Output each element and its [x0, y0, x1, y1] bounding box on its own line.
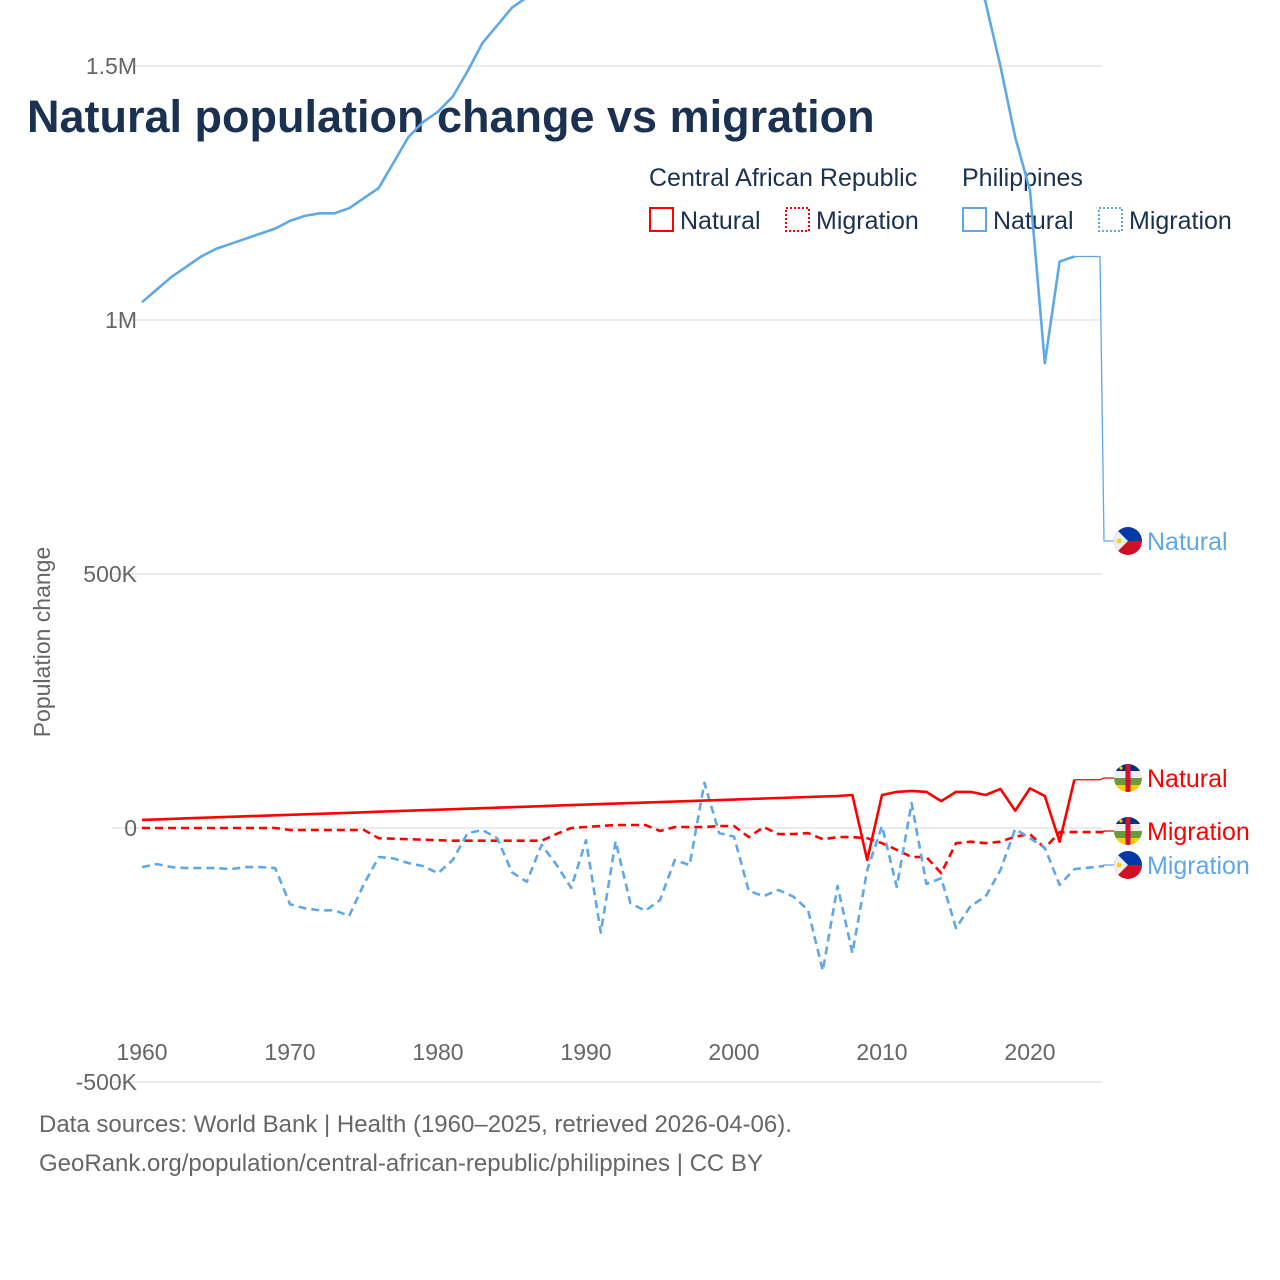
x-tick-label: 1980 — [412, 1039, 463, 1065]
leader-line — [1103, 830, 1114, 833]
series-line-ph-migration — [141, 781, 1105, 973]
y-tick-label: 1M — [105, 307, 137, 333]
legend-label-car-migration: Migration — [816, 207, 919, 235]
series-lines — [141, 0, 1105, 973]
y-tick-label: 0 — [124, 815, 137, 841]
leader-line — [1074, 255, 1114, 542]
source-line-2[interactable]: GeoRank.org/population/central-african-r… — [39, 1150, 763, 1177]
x-tick-label: 1960 — [116, 1039, 167, 1065]
source-line-1: Data sources: World Bank | Health (1960–… — [39, 1111, 792, 1138]
y-tick-label: 1.5M — [86, 53, 137, 79]
end-label-ph-natural: Natural — [1147, 528, 1228, 556]
philippines-flag-icon — [1114, 527, 1142, 555]
y-tick-label: 500K — [83, 561, 137, 587]
x-axis: 1960 1970 1980 1990 2000 2010 2020 — [116, 1039, 1055, 1065]
end-labels: Natural Natural Migration Migration — [1074, 255, 1250, 880]
legend-swatch-ph-migration — [1098, 207, 1123, 232]
central-african-republic-flag-icon — [1114, 817, 1142, 845]
end-label-car-natural: Natural — [1147, 765, 1228, 793]
legend-group-ph: Philippines — [962, 164, 1083, 192]
central-african-republic-flag-icon — [1114, 764, 1142, 792]
x-tick-label: 2010 — [856, 1039, 907, 1065]
legend-label-ph-migration: Migration — [1129, 207, 1232, 235]
legend-swatch-car-migration — [785, 207, 810, 232]
series-line-car-migration — [142, 823, 1104, 875]
legend-swatch-car-natural — [649, 207, 674, 232]
series-line-car-natural — [141, 779, 1076, 862]
y-tick-label: -500K — [76, 1069, 138, 1095]
legend-swatch-ph-natural — [962, 207, 987, 232]
leader-line — [1103, 864, 1114, 867]
leader-line — [1074, 777, 1114, 781]
legend: Central African Republic Philippines Nat… — [649, 164, 1232, 235]
x-tick-label: 2000 — [708, 1039, 759, 1065]
x-tick-label: 2020 — [1004, 1039, 1055, 1065]
x-tick-label: 1970 — [264, 1039, 315, 1065]
gridlines — [112, 65, 1102, 1083]
legend-label-car-natural: Natural — [680, 207, 761, 235]
end-label-car-migration: Migration — [1147, 818, 1250, 846]
x-tick-label: 1990 — [560, 1039, 611, 1065]
series-line-ph-natural — [141, 0, 1075, 365]
legend-group-car: Central African Republic — [649, 164, 917, 192]
end-label-ph-migration: Migration — [1147, 852, 1250, 880]
y-axis-label: Population change — [29, 547, 55, 738]
philippines-flag-icon — [1114, 851, 1142, 879]
